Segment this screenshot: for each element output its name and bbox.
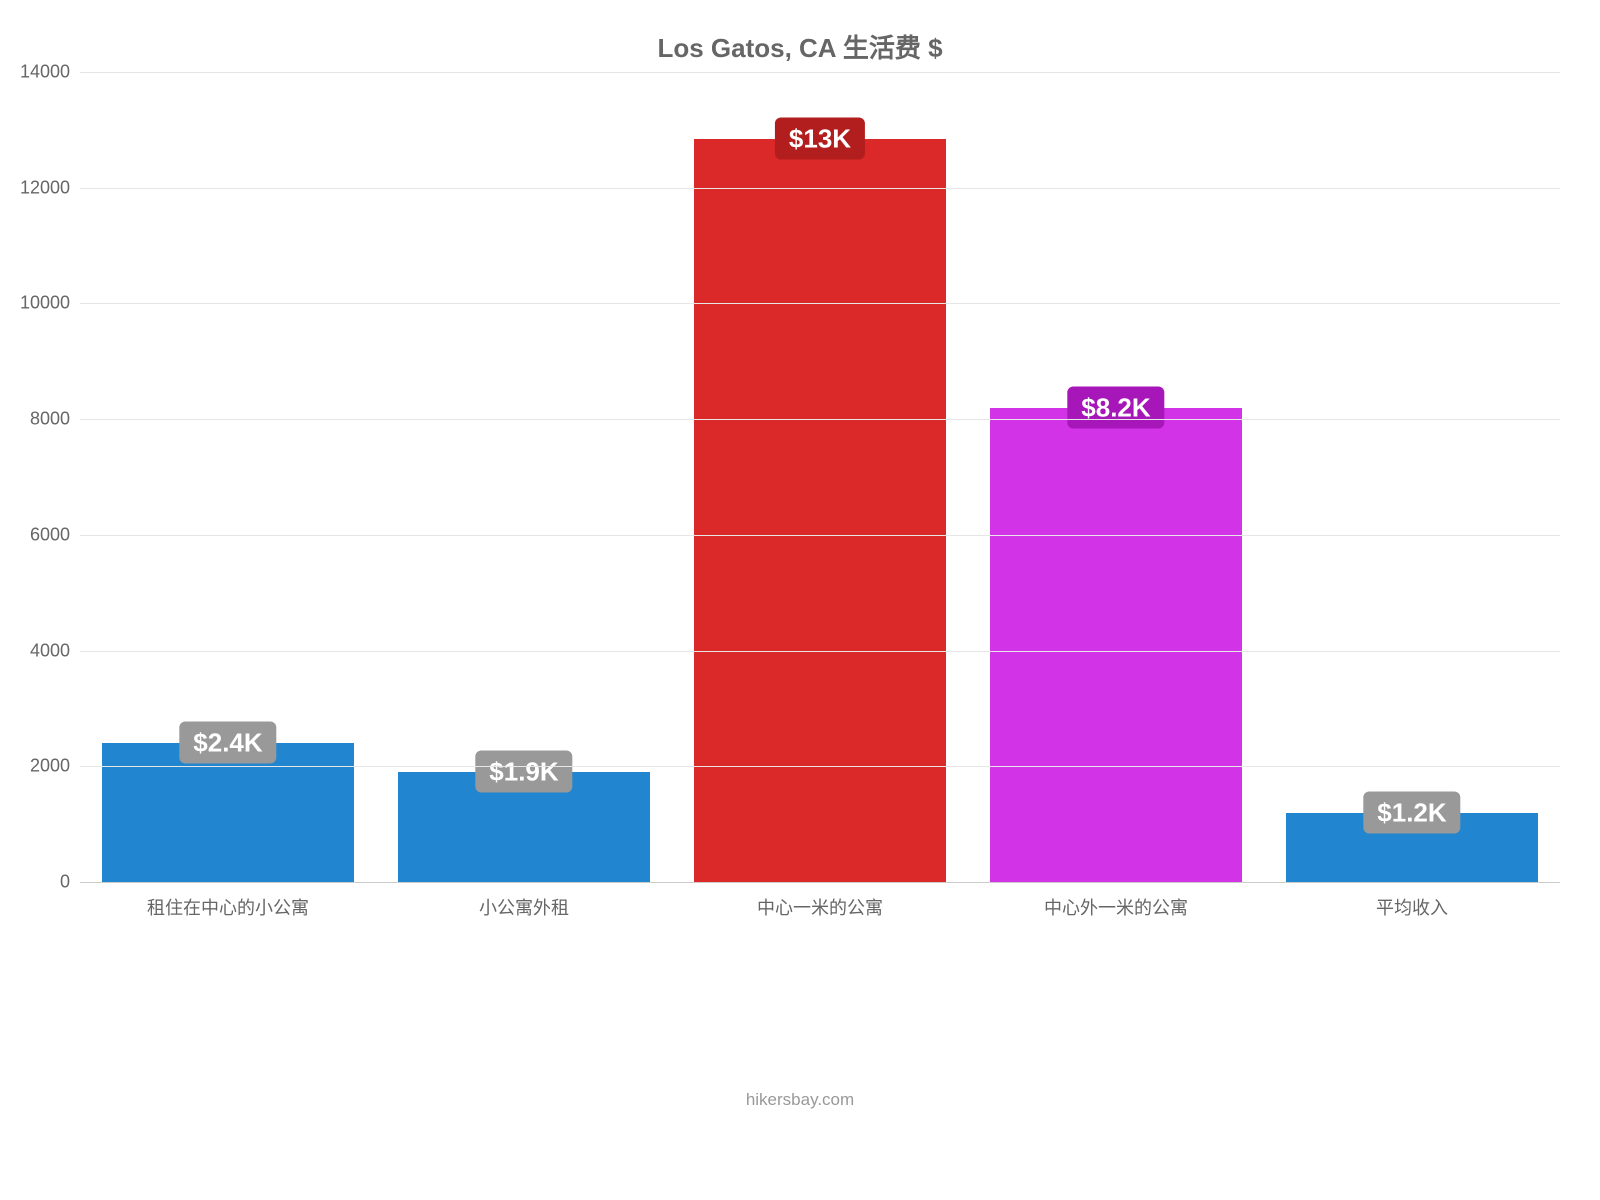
y-tick-label: 0 xyxy=(10,872,70,893)
y-tick-label: 4000 xyxy=(10,640,70,661)
attribution-text: hikersbay.com xyxy=(0,1090,1600,1110)
x-tick-label: 平均收入 xyxy=(1376,894,1448,920)
y-tick-label: 10000 xyxy=(10,293,70,314)
chart-container: Los Gatos, CA 生活费 $ $2.4K$1.9K$13K$8.2K$… xyxy=(0,0,1600,1200)
gridline xyxy=(80,303,1560,304)
bar-value-label: $2.4K xyxy=(179,728,276,759)
bar-value-label: $1.9K xyxy=(475,757,572,788)
x-tick-label: 中心外一米的公寓 xyxy=(1044,894,1188,920)
bar: $13K xyxy=(694,139,946,882)
x-tick-label: 租住在中心的小公寓 xyxy=(147,894,309,920)
bar-value-label: $13K xyxy=(775,123,865,154)
chart-title: Los Gatos, CA 生活费 $ xyxy=(0,28,1600,65)
gridline xyxy=(80,188,1560,189)
x-tick-label: 小公寓外租 xyxy=(479,894,569,920)
bar: $2.4K xyxy=(102,743,354,882)
bar: $8.2K xyxy=(990,408,1242,882)
y-tick-label: 14000 xyxy=(10,62,70,83)
gridline xyxy=(80,419,1560,420)
gridline xyxy=(80,72,1560,73)
y-tick-label: 8000 xyxy=(10,409,70,430)
bar-value-label: $1.2K xyxy=(1363,797,1460,828)
bar: $1.2K xyxy=(1286,813,1538,882)
gridline xyxy=(80,651,1560,652)
x-tick-label: 中心一米的公寓 xyxy=(757,894,883,920)
plot-area: $2.4K$1.9K$13K$8.2K$1.2K xyxy=(80,72,1560,882)
y-tick-label: 2000 xyxy=(10,756,70,777)
gridline xyxy=(80,535,1560,536)
gridline xyxy=(80,766,1560,767)
bar: $1.9K xyxy=(398,772,650,882)
y-tick-label: 12000 xyxy=(10,177,70,198)
y-tick-label: 6000 xyxy=(10,524,70,545)
gridline xyxy=(80,882,1560,883)
bars-layer: $2.4K$1.9K$13K$8.2K$1.2K xyxy=(80,72,1560,882)
